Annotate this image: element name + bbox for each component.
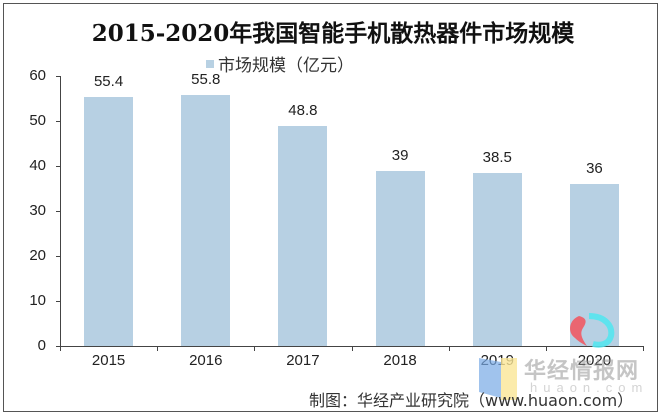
y-tick-label: 40: [29, 157, 46, 174]
x-tick: [157, 346, 159, 351]
y-tick-label: 60: [29, 67, 46, 84]
x-tick: [643, 346, 644, 351]
y-tick: [56, 166, 60, 167]
x-tick-label: 2020: [577, 352, 612, 369]
y-tick-label: 50: [29, 112, 46, 129]
watermark-text: 华经情报网: [524, 359, 640, 384]
y-tick-label: 20: [29, 247, 46, 264]
bar-value-label: 36: [586, 160, 603, 177]
bar-value-label: 38.5: [482, 148, 512, 166]
y-axis: [60, 76, 61, 347]
watermark-swirl-icon: [570, 313, 615, 348]
y-tick: [56, 211, 60, 212]
x-tick: [254, 346, 256, 351]
bar-value-label: 48.8: [288, 102, 318, 120]
bar-2018: [375, 170, 425, 346]
chart-title: 2015-2020年我国智能手机散热器件市场规模: [91, 20, 575, 47]
bar-value-label: 55.4: [93, 72, 124, 90]
y-tick: [56, 76, 60, 77]
legend-swatch-icon: [206, 59, 214, 68]
y-tick: [56, 346, 60, 347]
x-tick-label: 2015: [91, 352, 126, 369]
y-tick-label: 0: [37, 337, 46, 354]
y-tick: [56, 301, 60, 302]
y-tick: [56, 121, 60, 122]
watermark-logo-icon: [479, 358, 501, 398]
watermark-subtext: huaon.com: [530, 380, 649, 395]
x-tick: [351, 346, 353, 351]
y-tick-label: 10: [29, 292, 46, 309]
x-tick: [545, 346, 547, 351]
x-tick-label: 2016: [189, 352, 223, 369]
bar-2017: [278, 126, 328, 346]
watermark-logo-icon: [501, 358, 517, 400]
bar-value-label: 55.8: [191, 70, 221, 88]
legend-label: 市场规模（亿元）: [218, 56, 354, 76]
legend: 市场规模（亿元）: [206, 51, 354, 76]
source-note: 制图：华经产业研究院（www.huaon.com）: [309, 391, 634, 410]
bar-2015: [84, 96, 134, 346]
bar-value-label: 39: [391, 146, 409, 164]
x-tick: [448, 346, 450, 351]
y-tick-label: 30: [29, 202, 46, 219]
bar-2019: [472, 172, 522, 346]
x-tick: [60, 346, 61, 351]
y-tick: [56, 256, 60, 257]
x-tick-label: 2017: [286, 352, 320, 369]
x-tick-label: 2018: [383, 352, 417, 369]
bar-2016: [181, 94, 231, 346]
